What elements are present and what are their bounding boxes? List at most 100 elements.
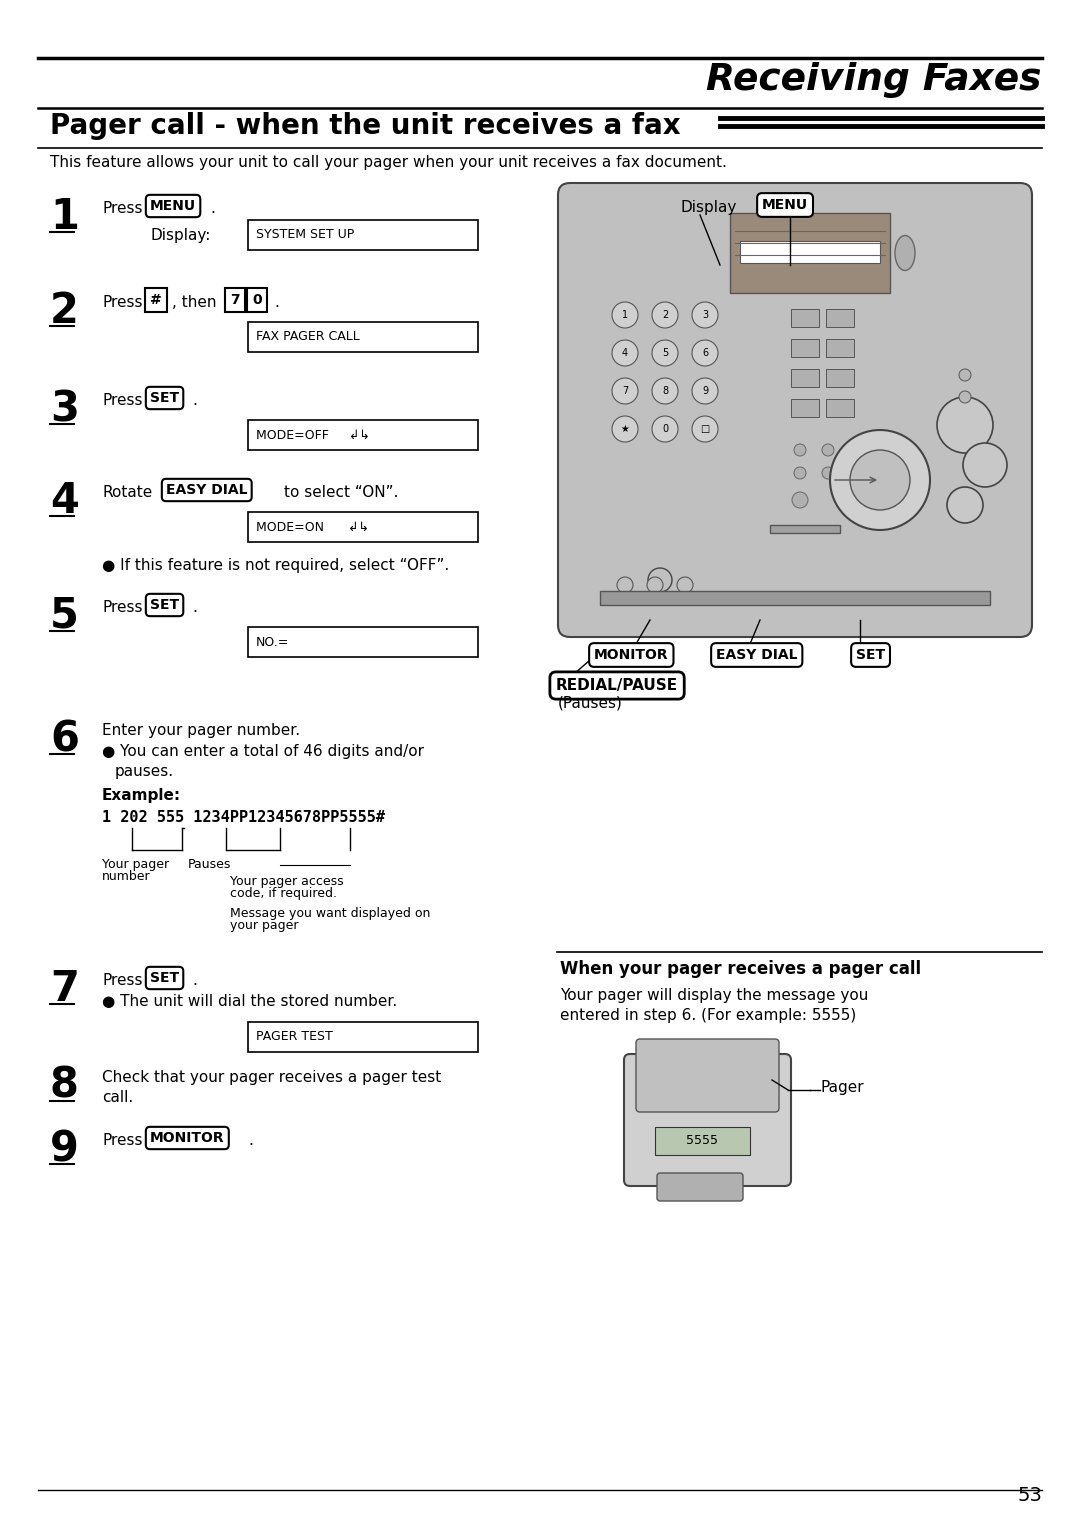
Text: Display: Display: [680, 200, 737, 215]
FancyBboxPatch shape: [730, 214, 890, 293]
Bar: [826, 339, 854, 357]
Text: PAGER TEST: PAGER TEST: [256, 1030, 333, 1044]
Text: 1: 1: [622, 310, 629, 320]
Text: NO.=: NO.=: [256, 635, 289, 649]
Text: SYSTEM SET UP: SYSTEM SET UP: [256, 229, 354, 241]
Text: 0: 0: [252, 293, 261, 307]
Circle shape: [692, 340, 718, 366]
Circle shape: [652, 417, 678, 443]
FancyBboxPatch shape: [558, 183, 1032, 636]
Bar: [248, 220, 478, 250]
Text: 5555: 5555: [686, 1134, 718, 1148]
Circle shape: [822, 444, 834, 456]
Circle shape: [612, 378, 638, 404]
Text: 7: 7: [230, 293, 240, 307]
Bar: [248, 627, 478, 658]
Circle shape: [947, 487, 983, 523]
Circle shape: [831, 430, 930, 530]
Circle shape: [648, 568, 672, 592]
Circle shape: [850, 444, 862, 456]
Text: .: .: [192, 394, 197, 407]
Text: EASY DIAL: EASY DIAL: [716, 649, 797, 662]
Circle shape: [612, 417, 638, 443]
Text: ● If this feature is not required, select “OFF”.: ● If this feature is not required, selec…: [102, 559, 449, 572]
Text: , then: , then: [172, 295, 216, 310]
Bar: [791, 369, 819, 388]
Text: Check that your pager receives a pager test: Check that your pager receives a pager t…: [102, 1070, 442, 1085]
Text: 5: 5: [662, 348, 669, 359]
Circle shape: [652, 340, 678, 366]
Circle shape: [647, 577, 663, 594]
Text: Press: Press: [102, 295, 143, 310]
Text: 8: 8: [50, 1065, 79, 1106]
Text: Press: Press: [102, 201, 143, 217]
Text: #: #: [150, 293, 162, 307]
Text: 9: 9: [702, 386, 708, 397]
Text: .: .: [248, 1132, 253, 1148]
Text: 3: 3: [50, 388, 79, 430]
Text: ● You can enter a total of 46 digits and/or: ● You can enter a total of 46 digits and…: [102, 745, 424, 758]
Text: ● The unit will dial the stored number.: ● The unit will dial the stored number.: [102, 993, 397, 1009]
Circle shape: [959, 391, 971, 403]
Circle shape: [652, 302, 678, 328]
Text: Display:: Display:: [150, 227, 211, 243]
Text: .: .: [210, 201, 215, 217]
Text: 3: 3: [702, 310, 708, 320]
Text: Message you want displayed on: Message you want displayed on: [230, 906, 430, 920]
Circle shape: [692, 417, 718, 443]
Text: Rotate: Rotate: [102, 485, 152, 501]
Text: Enter your pager number.: Enter your pager number.: [102, 723, 300, 739]
FancyBboxPatch shape: [636, 1039, 779, 1112]
Text: 1 202 555 1234PP12345678PP5555#: 1 202 555 1234PP12345678PP5555#: [102, 810, 384, 826]
Text: Pager call - when the unit receives a fax: Pager call - when the unit receives a fa…: [50, 111, 680, 140]
Circle shape: [792, 491, 808, 508]
Text: Example:: Example:: [102, 787, 181, 803]
Text: EASY DIAL: EASY DIAL: [166, 484, 247, 497]
Circle shape: [617, 577, 633, 594]
Text: 4: 4: [622, 348, 629, 359]
Bar: [248, 420, 478, 450]
Text: Press: Press: [102, 974, 143, 987]
Text: your pager: your pager: [230, 919, 298, 932]
Circle shape: [612, 340, 638, 366]
FancyBboxPatch shape: [624, 1054, 791, 1186]
Text: MODE=OFF     ↲↳: MODE=OFF ↲↳: [256, 429, 369, 441]
Circle shape: [692, 302, 718, 328]
Text: MODE=ON      ↲↳: MODE=ON ↲↳: [256, 520, 369, 534]
Text: to select “ON”.: to select “ON”.: [284, 485, 399, 501]
Bar: [600, 591, 990, 604]
Circle shape: [937, 397, 993, 453]
Text: Your pager access: Your pager access: [230, 874, 343, 888]
Text: MONITOR: MONITOR: [594, 649, 669, 662]
Circle shape: [794, 467, 806, 479]
Text: Your pager: Your pager: [102, 858, 170, 871]
Circle shape: [822, 467, 834, 479]
Circle shape: [612, 302, 638, 328]
Text: 0: 0: [662, 424, 669, 433]
Text: Press: Press: [102, 394, 143, 407]
Text: Press: Press: [102, 600, 143, 615]
Circle shape: [692, 378, 718, 404]
Text: REDIAL/PAUSE: REDIAL/PAUSE: [556, 678, 678, 693]
Text: This feature allows your unit to call your pager when your unit receives a fax d: This feature allows your unit to call yo…: [50, 156, 727, 169]
Text: MONITOR: MONITOR: [150, 1131, 225, 1144]
Bar: [248, 513, 478, 542]
Text: MENU: MENU: [762, 198, 808, 212]
Text: Your pager will display the message you: Your pager will display the message you: [561, 987, 868, 1003]
Text: 6: 6: [702, 348, 708, 359]
Text: code, if required.: code, if required.: [230, 887, 337, 900]
Text: 7: 7: [622, 386, 629, 397]
Text: MENU: MENU: [150, 198, 197, 214]
Text: (Pauses): (Pauses): [558, 696, 623, 711]
Bar: [770, 525, 840, 533]
Text: 9: 9: [50, 1128, 79, 1170]
Text: 53: 53: [1017, 1486, 1042, 1505]
Bar: [248, 322, 478, 353]
Text: ★: ★: [621, 424, 630, 433]
Text: Pauses: Pauses: [188, 858, 231, 871]
Text: .: .: [192, 974, 197, 987]
Text: 7: 7: [50, 967, 79, 1010]
Circle shape: [850, 450, 910, 510]
Bar: [826, 308, 854, 327]
Bar: [791, 398, 819, 417]
